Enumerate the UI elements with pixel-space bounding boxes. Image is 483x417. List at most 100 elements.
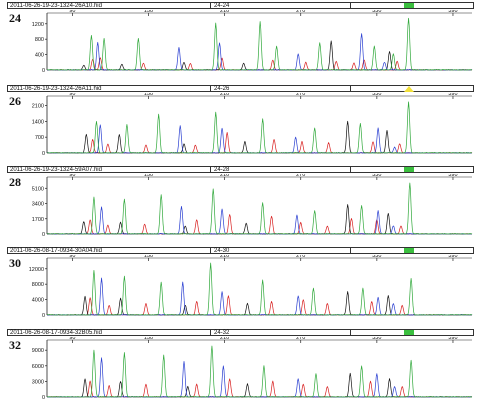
status-ok-indicator: [404, 248, 414, 253]
status-ok-indicator: [404, 167, 414, 172]
x-tick-label: 390: [448, 174, 457, 178]
x-tick-label: 210: [220, 337, 229, 341]
x-tick-label: 210: [220, 255, 229, 259]
trace-red: [46, 132, 473, 154]
lane-tag: 24-24: [214, 3, 230, 9]
y-tick-label: 0: [42, 68, 45, 74]
trace-red: [46, 57, 473, 71]
lane-number-label: 32: [9, 338, 21, 352]
trace-blue: [46, 124, 473, 154]
x-tick-label: 390: [448, 93, 457, 97]
x-tick-label: 270: [296, 10, 305, 14]
x-tick-label: 90: [69, 93, 75, 97]
lane-tag: 24-32: [214, 330, 230, 336]
x-tick-label: 390: [448, 337, 457, 341]
y-tick-label: 0: [42, 395, 45, 401]
header-divider: [210, 248, 211, 254]
x-tick-label: 210: [220, 174, 229, 178]
y-tick-label: 0: [42, 313, 45, 319]
trace-green: [46, 262, 473, 316]
x-tick-label: 90: [69, 337, 75, 341]
y-tick-label: 9000: [32, 348, 44, 354]
trace-green: [46, 182, 473, 235]
y-tick-label: 5100: [32, 186, 44, 192]
x-tick-label: 330: [372, 93, 381, 97]
y-tick-label: 400: [35, 53, 44, 59]
x-tick-label: 330: [372, 174, 381, 178]
status-ok-indicator: [404, 3, 414, 8]
x-tick-label: 210: [220, 93, 229, 97]
filename-label: 2011-06-26-08-17-0934-30A04.hid: [10, 248, 102, 254]
lane-number-label: 24: [9, 11, 21, 25]
y-tick-label: 0: [42, 151, 45, 157]
plot-area: 90 150 210 270 330 390 0 400 800 1200: [7, 8, 474, 87]
header-divider: [210, 330, 211, 336]
plot-area: 90 150 210 270 330 390 0 4000 8000 12000: [7, 253, 474, 332]
header-divider: [210, 167, 211, 173]
x-tick-label: 390: [448, 255, 457, 259]
trace-green: [47, 17, 473, 71]
panel-header: 2011-06-26-19-23-1324-26A10.hid 24-24: [7, 2, 474, 9]
x-tick-label: 150: [144, 337, 153, 341]
y-tick-label: 4000: [32, 298, 44, 304]
chart-panel: 2011-06-26-19-23-1324-59A07.hid 24-28 90 15…: [7, 166, 474, 246]
plot-area: 90 150 210 270 330 390 0 1700 3400 5100: [7, 172, 474, 251]
header-divider: [350, 167, 351, 173]
panel-header: 2011-06-26-19-23-1324-59A07.hid 24-28: [7, 166, 474, 173]
x-tick-label: 270: [296, 174, 305, 178]
filename-label: 2011-06-26-19-23-1324-26A10.hid: [10, 3, 102, 9]
x-tick-label: 150: [144, 174, 153, 178]
panel-header: 2011-06-26-19-23-1324-26A11.hid 24-26: [7, 85, 474, 92]
chart-panel: 2011-06-26-08-17-0934-30A04.hid 24-30 90 15…: [7, 247, 474, 327]
status-warning-icon: [404, 86, 414, 92]
y-tick-label: 800: [35, 37, 44, 43]
x-tick-label: 150: [144, 255, 153, 259]
lane-number-label: 26: [9, 94, 21, 108]
header-divider: [350, 248, 351, 254]
x-tick-label: 330: [372, 10, 381, 14]
header-divider: [350, 86, 351, 92]
filename-label: 2011-06-26-08-17-0934-32B05.hid: [10, 330, 102, 336]
x-tick-label: 90: [69, 10, 75, 14]
header-divider: [210, 86, 211, 92]
header-divider: [350, 3, 351, 9]
chart-panel: 2011-06-26-08-17-0934-32B05.hid 24-32 90 15…: [7, 329, 474, 409]
panel-header: 2011-06-26-08-17-0934-30A04.hid 24-30: [7, 247, 474, 254]
trace-black: [47, 40, 473, 71]
lane-tag: 24-28: [214, 167, 230, 173]
electropherogram-plot: 90 150 210 270 330 390 0 400 800 1200: [32, 8, 473, 74]
y-tick-label: 1700: [32, 217, 44, 223]
filename-label: 2011-06-26-19-23-1324-59A07.hid: [10, 167, 102, 173]
header-divider: [350, 330, 351, 336]
trace-blue: [46, 33, 473, 71]
x-tick-label: 210: [220, 10, 229, 14]
y-tick-label: 2100: [32, 104, 44, 110]
x-tick-label: 390: [448, 10, 457, 14]
electropherogram-plot: 90 150 210 270 330 390 0 700 1400 2100: [32, 91, 473, 157]
y-tick-label: 6000: [32, 364, 44, 370]
y-tick-label: 3400: [32, 202, 44, 208]
status-ok-indicator: [404, 330, 414, 335]
filename-label: 2011-06-26-19-23-1324-26A11.hid: [10, 86, 102, 92]
plot-area: 90 150 210 270 330 390 0 3000 6000 9000: [7, 335, 474, 414]
y-tick-label: 8000: [32, 282, 44, 288]
trace-blue: [46, 277, 473, 316]
trace-black: [46, 120, 473, 154]
trace-green: [46, 101, 473, 154]
electropherogram-plot: 90 150 210 270 330 390 0 3000 6000 9000: [32, 335, 473, 401]
x-tick-label: 270: [296, 255, 305, 259]
chart-panel: 2011-06-26-19-23-1324-26A11.hid 24-26 90 15…: [7, 85, 474, 165]
x-tick-label: 90: [69, 255, 75, 259]
electropherogram-plot: 90 150 210 270 330 390 0 4000 8000 12000: [29, 253, 473, 319]
y-tick-label: 0: [42, 232, 45, 238]
trace-green: [46, 345, 473, 398]
lane-tag: 24-26: [214, 86, 230, 92]
x-tick-label: 270: [296, 93, 305, 97]
plot-area: 90 150 210 270 330 390 0 700 1400 2100: [7, 91, 474, 170]
x-tick-label: 270: [296, 337, 305, 341]
y-tick-label: 3000: [32, 379, 44, 385]
y-tick-label: 1400: [32, 119, 44, 125]
y-tick-label: 12000: [29, 267, 44, 273]
x-tick-label: 150: [144, 93, 153, 97]
